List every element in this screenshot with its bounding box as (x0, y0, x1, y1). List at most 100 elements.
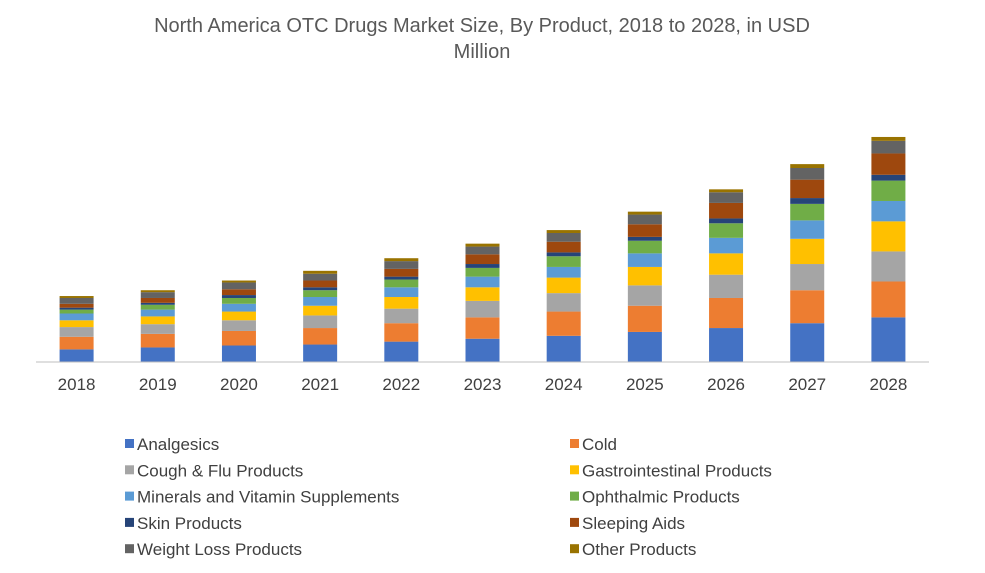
bar-segment-minerals-and-vitamin-supplements-2026 (709, 237, 744, 254)
legend-swatch (570, 517, 579, 527)
bar-segment-cough-and-flu-products-2020 (221, 320, 256, 331)
bar-segment-weight-loss-products-2023 (465, 246, 500, 255)
bar-segment-other-products-2022 (384, 258, 419, 262)
bar-segment-other-products-2019 (140, 290, 175, 293)
bar-segment-analgesics-2021 (303, 344, 338, 362)
legend-swatch (125, 544, 134, 554)
bar-segment-sleeping-aids-2019 (140, 297, 175, 303)
chart-title-line-2: Million (454, 41, 511, 63)
bar-segment-weight-loss-products-2021 (303, 273, 338, 281)
bar-segment-skin-products-2018 (59, 307, 94, 310)
bar-segment-ophthalmic-products-2025 (627, 240, 662, 254)
bar-segment-analgesics-2026 (709, 328, 744, 362)
legend-swatch (570, 491, 579, 501)
bar-segment-cough-and-flu-products-2028 (871, 251, 906, 282)
bar-segment-cold-2021 (303, 328, 338, 345)
bar-segment-minerals-and-vitamin-supplements-2019 (140, 309, 175, 317)
bar-segment-sleeping-aids-2023 (465, 254, 500, 265)
bar-segment-sleeping-aids-2021 (303, 280, 338, 288)
bar-segment-ophthalmic-products-2022 (384, 279, 419, 288)
legend-item-other-products: Other Products (570, 540, 696, 559)
bar-segment-weight-loss-products-2028 (871, 140, 906, 154)
bar-segment-analgesics-2024 (546, 335, 581, 362)
bar-segment-gastrointestinal-products-2019 (140, 316, 175, 325)
legend-swatch (125, 491, 134, 501)
x-axis-ticks: 2018 2019 2020 2021 2022 2023 2024 2025 2026 2027… (58, 375, 908, 394)
bar-segment-sleeping-aids-2027 (790, 179, 825, 199)
bar-segment-skin-products-2025 (627, 236, 662, 241)
x-tick-label-2018: 2018 (58, 375, 96, 394)
bar-segment-ophthalmic-products-2020 (221, 297, 256, 304)
bar-segment-ophthalmic-products-2021 (303, 290, 338, 298)
bar-segment-analgesics-2025 (627, 331, 662, 362)
bar-segment-weight-loss-products-2020 (221, 282, 256, 290)
x-tick-label-2022: 2022 (382, 375, 420, 394)
legend-label: Skin Products (137, 514, 242, 533)
bar-segment-skin-products-2028 (871, 174, 906, 181)
legend-item-ophthalmic-products: Ophthalmic Products (570, 488, 740, 507)
bar-segment-cold-2026 (709, 297, 744, 329)
legend-swatch (125, 465, 134, 475)
bar-segment-cough-and-flu-products-2027 (790, 264, 825, 291)
bar-segment-cough-and-flu-products-2025 (627, 285, 662, 306)
bar-segment-gastrointestinal-products-2021 (303, 305, 338, 316)
bar-segment-minerals-and-vitamin-supplements-2024 (546, 266, 581, 278)
x-tick-label-2020: 2020 (220, 375, 258, 394)
bar-segment-cough-and-flu-products-2018 (59, 327, 94, 337)
bar-segment-gastrointestinal-products-2028 (871, 221, 906, 252)
legend-label: Sleeping Aids (582, 514, 685, 533)
bar-segment-ophthalmic-products-2023 (465, 267, 500, 277)
bar-segment-cold-2028 (871, 281, 906, 318)
bar-segment-sleeping-aids-2024 (546, 241, 581, 253)
bar-segment-sleeping-aids-2025 (627, 224, 662, 237)
bar-segment-other-products-2018 (59, 296, 94, 298)
bar-segment-cough-and-flu-products-2021 (303, 315, 338, 329)
bar-segment-skin-products-2019 (140, 302, 175, 305)
bar-segment-other-products-2025 (627, 211, 662, 215)
bar-segment-cough-and-flu-products-2022 (384, 308, 419, 324)
bar-segment-analgesics-2027 (790, 323, 825, 362)
bar-segment-analgesics-2022 (384, 341, 419, 362)
bar-segment-gastrointestinal-products-2023 (465, 287, 500, 301)
legend-item-skin-products: Skin Products (125, 514, 242, 533)
legend: Analgesics Cold Cough & Flu Products Gastro… (125, 435, 772, 559)
bar-segment-other-products-2023 (465, 243, 500, 247)
x-tick-label-2023: 2023 (464, 375, 502, 394)
bar-segment-cough-and-flu-products-2023 (465, 300, 500, 318)
legend-item-cold: Cold (570, 435, 617, 454)
bar-segment-other-products-2021 (303, 270, 338, 274)
bar-segment-other-products-2020 (221, 280, 256, 283)
legend-label: Minerals and Vitamin Supplements (137, 488, 399, 507)
bar-segment-analgesics-2018 (59, 349, 94, 362)
bar-segment-skin-products-2026 (709, 218, 744, 224)
bar-segment-gastrointestinal-products-2022 (384, 297, 419, 309)
bar-segment-weight-loss-products-2018 (59, 297, 94, 304)
bar-segment-ophthalmic-products-2018 (59, 309, 94, 314)
legend-item-gastrointestinal-products: Gastrointestinal Products (570, 461, 772, 480)
legend-item-cough-and-flu-products: Cough & Flu Products (125, 461, 303, 480)
bar-segment-minerals-and-vitamin-supplements-2022 (384, 287, 419, 298)
bar-segment-weight-loss-products-2025 (627, 214, 662, 225)
legend-label: Other Products (582, 540, 696, 559)
bar-segment-gastrointestinal-products-2024 (546, 277, 581, 294)
bar-segment-skin-products-2020 (221, 295, 256, 298)
bar-segment-other-products-2028 (871, 136, 906, 141)
legend-label: Cough & Flu Products (137, 461, 303, 480)
bar-segment-ophthalmic-products-2024 (546, 256, 581, 267)
bar-segment-ophthalmic-products-2027 (790, 203, 825, 221)
bar-segment-cold-2018 (59, 336, 94, 350)
bar-segment-ophthalmic-products-2019 (140, 304, 175, 310)
chart-title-line-1: North America OTC Drugs Market Size, By … (154, 15, 810, 37)
x-tick-label-2025: 2025 (626, 375, 664, 394)
legend-item-minerals-and-vitamin-supplements: Minerals and Vitamin Supplements (125, 488, 399, 507)
bar-segment-gastrointestinal-products-2020 (221, 311, 256, 321)
bar-segment-other-products-2027 (790, 164, 825, 168)
legend-label: Analgesics (137, 435, 219, 454)
bar-segment-sleeping-aids-2022 (384, 268, 419, 277)
x-tick-label-2019: 2019 (139, 375, 177, 394)
bar-segment-analgesics-2019 (140, 347, 175, 362)
bar-segment-weight-loss-products-2019 (140, 292, 175, 298)
bar-segment-weight-loss-products-2026 (709, 192, 744, 203)
bar-segment-cold-2022 (384, 323, 419, 342)
bar-segment-analgesics-2028 (871, 317, 906, 362)
